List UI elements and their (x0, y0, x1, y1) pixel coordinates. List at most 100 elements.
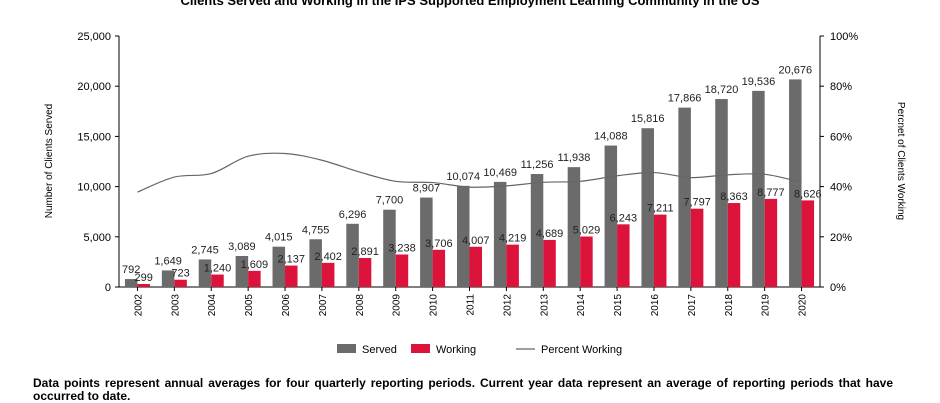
bar-served (715, 99, 728, 287)
working-data-label: 6,243 (610, 212, 638, 224)
working-data-label: 299 (135, 272, 153, 284)
served-data-label: 11,938 (558, 152, 591, 164)
working-data-label: 2,137 (278, 254, 306, 266)
bar-working (211, 274, 224, 287)
bar-working (506, 244, 519, 287)
x-tick-label: 2012 (502, 294, 513, 317)
bar-served (161, 270, 175, 287)
chart-title: Clients Served and Working in the IPS Su… (180, 0, 759, 8)
served-data-label: 3,089 (228, 241, 256, 253)
working-data-label: 5,029 (573, 225, 601, 237)
y-tick-label: 5,000 (83, 232, 111, 244)
served-data-label: 19,536 (742, 76, 776, 88)
x-tick-label: 2010 (429, 294, 440, 317)
bar-working (358, 257, 372, 287)
served-data-label: 1,649 (154, 255, 182, 267)
bar-working (432, 249, 446, 287)
bar-served (493, 181, 507, 287)
served-data-label: 11,256 (521, 159, 554, 171)
served-data-label: 17,866 (668, 93, 702, 105)
y2-tick-label: 20% (830, 232, 852, 244)
y2-axis-label: Percnet of Clients Working (895, 102, 906, 220)
bar-served (789, 79, 802, 287)
bar-working (690, 208, 704, 287)
bar-working (764, 198, 778, 287)
bar-working (617, 224, 630, 287)
y-tick-label: 15,000 (77, 131, 111, 143)
y2-tick-label: 0% (830, 282, 846, 294)
bar-served (346, 223, 359, 287)
served-data-label: 15,816 (631, 113, 665, 125)
y2-tick-label: 60% (830, 131, 852, 143)
working-data-label: 723 (171, 268, 189, 280)
working-data-label: 3,706 (425, 238, 453, 250)
bar-served (272, 246, 286, 287)
legend-label-working: Working (436, 344, 476, 356)
legend-swatch-served (337, 344, 356, 353)
y2-tick-label: 40% (830, 182, 852, 194)
bar-served (752, 90, 765, 288)
bar-working (580, 236, 593, 287)
working-data-label: 8,363 (720, 191, 748, 203)
bar-served (457, 185, 470, 287)
x-tick-label: 2018 (724, 294, 735, 317)
x-tick-label: 2014 (576, 294, 587, 317)
x-tick-label: 2008 (355, 294, 366, 317)
served-data-label: 6,296 (339, 209, 367, 221)
bar-working (727, 203, 741, 287)
bar-served (198, 259, 212, 287)
bar-working (321, 262, 335, 287)
working-data-label: 8,777 (757, 187, 785, 199)
x-tick-label: 2016 (650, 294, 661, 317)
working-data-label: 7,797 (683, 197, 711, 209)
bar-working (395, 254, 409, 287)
served-data-label: 18,720 (705, 84, 739, 96)
bar-served (530, 173, 544, 287)
working-data-label: 4,219 (499, 233, 527, 245)
y2-tick-label: 100% (830, 31, 858, 43)
y-tick-label: 25,000 (77, 31, 111, 43)
served-data-label: 792 (122, 264, 140, 276)
y-tick-label: 0 (105, 282, 111, 294)
bar-served (383, 209, 396, 287)
x-tick-label: 2017 (687, 294, 698, 317)
legend-label-served: Served (362, 344, 397, 356)
served-data-label: 4,755 (302, 224, 330, 236)
bar-served (678, 107, 691, 287)
working-data-label: 1,240 (204, 263, 232, 275)
bar-served (567, 167, 581, 287)
working-data-label: 7,211 (647, 203, 674, 215)
x-tick-label: 2005 (244, 294, 255, 317)
bar-served (420, 197, 433, 287)
served-data-label: 4,015 (265, 232, 293, 244)
bar-served (309, 239, 322, 287)
bar-working (543, 239, 556, 287)
bar-served (124, 279, 138, 287)
served-data-label: 2,745 (191, 244, 219, 256)
working-data-label: 8,626 (794, 188, 822, 200)
bar-served (604, 145, 618, 287)
bar-served (641, 128, 654, 287)
plot-area: 0 5,000 10,000 15,000 20,000 25,000 0% 20% 40% 60… (77, 31, 858, 316)
legend: Served Working Percent Working (337, 344, 622, 356)
working-data-label: 4,007 (462, 235, 490, 247)
served-data-label: 14,088 (594, 131, 628, 143)
x-tick-label: 2009 (392, 294, 403, 317)
y-tick-label: 10,000 (77, 182, 111, 194)
legend-label-percent-working: Percent Working (541, 344, 622, 356)
x-tick-label: 2006 (281, 294, 292, 317)
bar-served (235, 255, 249, 287)
bar-working (653, 214, 667, 287)
working-data-label: 1,609 (241, 259, 269, 271)
bar-working (174, 279, 187, 287)
bar-working (137, 283, 150, 287)
x-tick-label: 2015 (613, 294, 624, 317)
x-tick-label: 2020 (798, 294, 809, 317)
x-tick-label: 2007 (318, 294, 329, 317)
bar-working (248, 270, 261, 287)
bar-working (469, 246, 482, 287)
served-data-label: 8,907 (413, 183, 441, 195)
x-tick-label: 2011 (466, 294, 477, 316)
served-data-label: 20,676 (778, 64, 812, 76)
